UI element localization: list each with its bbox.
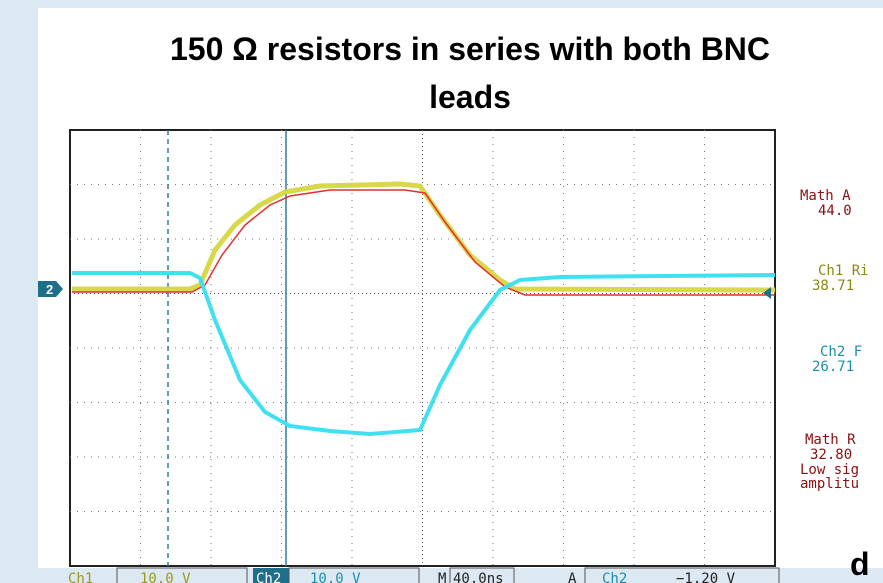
status-ch2-badge bbox=[253, 568, 289, 583]
status-trigger-level: −1.20 V bbox=[676, 571, 736, 583]
measurement-value: 26.71 bbox=[812, 359, 854, 375]
measurement-name: Ch2 F bbox=[820, 344, 862, 360]
graticule bbox=[70, 130, 775, 566]
status-trigger-source: Ch2 bbox=[602, 571, 627, 583]
title-line: 150 Ω resistors in series with both BNC bbox=[170, 31, 770, 67]
measurements: Math A 44.0 Ch1 Ri 38.71 Ch2 F 26.71 Mat… bbox=[800, 188, 869, 492]
status-ch2-scale: 10.0 V bbox=[310, 571, 361, 583]
status-m: M bbox=[438, 571, 446, 583]
status-timebase: 40.0ns bbox=[453, 571, 504, 583]
measurement-name: Math R bbox=[805, 432, 856, 448]
ground-marker bbox=[38, 281, 63, 297]
panel-label: d bbox=[850, 546, 870, 582]
measurement-name: Ch1 Ri bbox=[818, 263, 869, 279]
math-waveform bbox=[72, 189, 775, 296]
title-line: leads bbox=[429, 79, 511, 115]
status-ch1: Ch1 bbox=[68, 571, 93, 583]
measurement-value: 44.0 bbox=[818, 203, 852, 219]
ch2-waveform bbox=[72, 271, 776, 437]
measurement-note: Low sig bbox=[800, 462, 859, 478]
status-a: A bbox=[568, 571, 577, 583]
measurement-value: 38.71 bbox=[812, 278, 854, 294]
status-box bbox=[584, 567, 780, 583]
status-box bbox=[288, 567, 420, 583]
measurement-value: 32.80 bbox=[810, 447, 852, 463]
scope-screen: 2 bbox=[38, 129, 776, 567]
status-ch2: Ch2 bbox=[256, 571, 281, 583]
measurement-name: Math A bbox=[800, 188, 851, 204]
status-ch1-scale: 10.0 V bbox=[140, 571, 191, 583]
trigger-marker bbox=[763, 287, 771, 299]
measurement-note: amplitu bbox=[800, 476, 859, 492]
ch1-waveform bbox=[72, 181, 776, 293]
status-box bbox=[116, 567, 248, 583]
status-bar: Ch1 10.0 V Ch2 10.0 V M 40.0ns A Ch2 −1.… bbox=[68, 567, 780, 583]
ground-marker-label: 2 bbox=[46, 282, 53, 297]
status-box bbox=[449, 567, 515, 583]
